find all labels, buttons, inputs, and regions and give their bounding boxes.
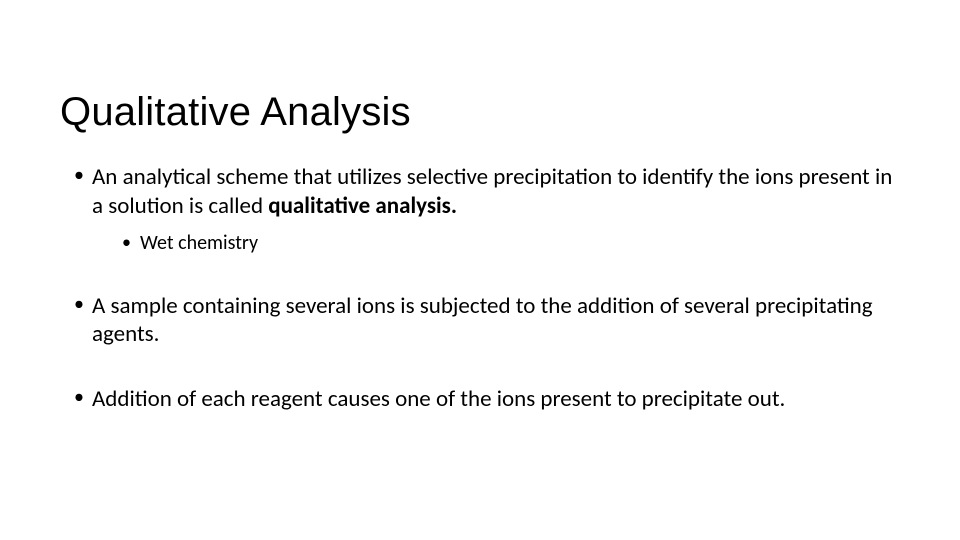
bullet-text: Addition of each reagent causes one of t… [92,385,785,413]
sub-bullet-text: Wet chemistry [140,231,258,255]
slide: Qualitative Analysis An analytical schem… [0,0,960,540]
bullet-bold: qualitative analysis. [268,192,457,220]
bullet-list: An analytical scheme that utilizes selec… [60,163,900,414]
list-item: An analytical scheme that utilizes selec… [74,163,900,256]
bullet-text: An analytical scheme that utilizes selec… [92,163,892,220]
list-item: Wet chemistry [122,231,900,256]
list-item: A sample containing several ions is subj… [74,292,900,350]
list-item: Addition of each reagent causes one of t… [74,385,900,414]
slide-title: Qualitative Analysis [60,90,900,135]
sub-bullet-list: Wet chemistry [92,231,900,256]
bullet-text: A sample containing several ions is subj… [92,292,873,349]
